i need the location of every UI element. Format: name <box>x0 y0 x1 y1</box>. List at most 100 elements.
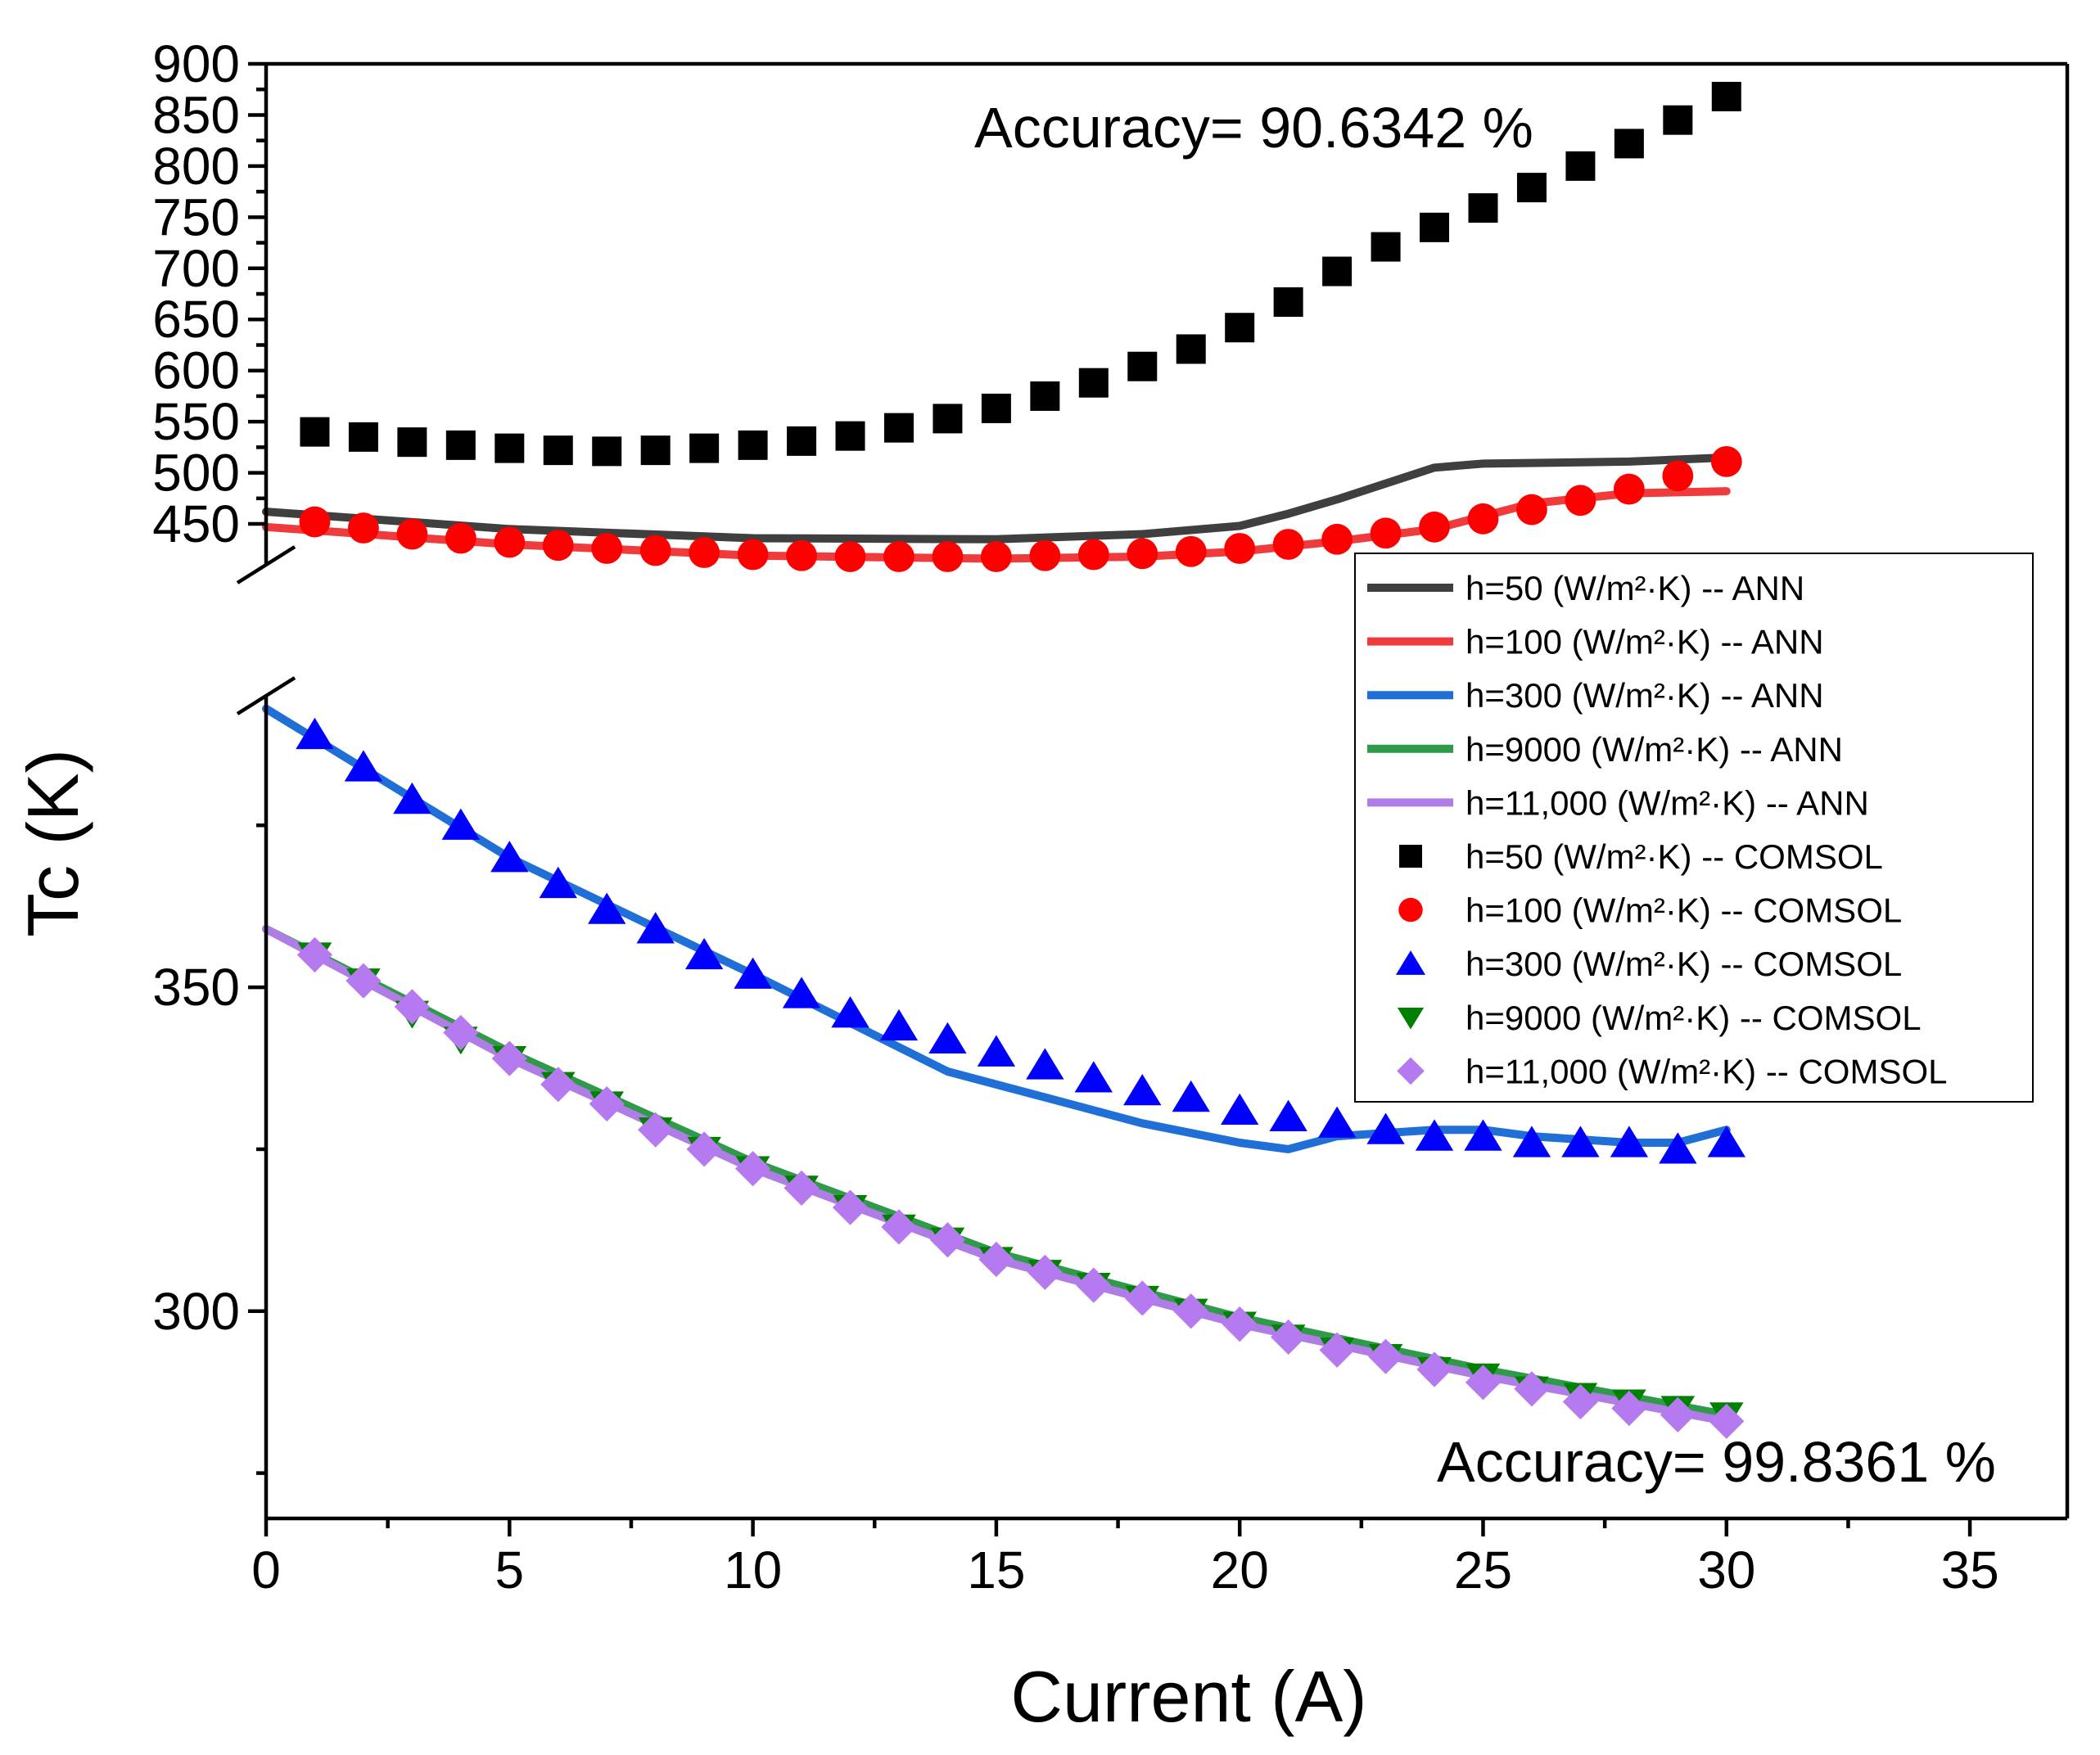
series-5-point <box>543 435 573 466</box>
series-9-point <box>734 1151 771 1187</box>
series-9-point <box>978 1241 1014 1278</box>
series-9-point <box>1611 1390 1647 1427</box>
series-7-point <box>1561 1126 1600 1157</box>
series-5-point <box>495 433 525 463</box>
series-7-point <box>1172 1080 1210 1112</box>
series-9-point <box>1173 1293 1209 1329</box>
series-7-point <box>1659 1132 1697 1164</box>
series-6-point <box>1029 539 1061 571</box>
series-6-point <box>1710 445 1742 477</box>
series-9-point <box>1660 1396 1696 1432</box>
series-5-point <box>1273 287 1303 318</box>
upper-y-tick-label: 700 <box>152 239 240 298</box>
legend-entry-label: h=11,000 (W/m²·K) -- ANN <box>1465 783 1869 822</box>
series-5-point <box>1225 313 1255 343</box>
series-6-point <box>1467 503 1499 535</box>
series-5-point <box>689 433 720 463</box>
series-6-point <box>1077 539 1109 571</box>
legend-entry-label: h=50 (W/m²·K) -- COMSOL <box>1465 837 1883 876</box>
legend-entry-label: h=100 (W/m²·K) -- ANN <box>1465 623 1824 661</box>
x-tick-label: 20 <box>1211 1541 1269 1599</box>
series-9-point <box>1562 1383 1599 1420</box>
series-6-point <box>299 506 331 538</box>
series-5-point <box>738 430 768 460</box>
series-7-point <box>1074 1061 1113 1093</box>
series-9-point <box>929 1222 966 1258</box>
series-7-point <box>831 996 869 1028</box>
series-5-point <box>445 430 476 460</box>
series-9-point <box>491 1040 527 1076</box>
series-9-point <box>1222 1306 1258 1342</box>
series-6-point <box>348 512 379 544</box>
axis-break-mark-upper <box>236 545 296 584</box>
series-9-point <box>589 1085 625 1122</box>
series-5-point <box>640 435 671 466</box>
series-9-point <box>832 1189 869 1225</box>
lower-accuracy-annotation: Accuracy= 99.8361 % <box>1437 1430 1996 1494</box>
series-5-point <box>981 393 1011 423</box>
upper-y-tick-label: 900 <box>152 34 240 93</box>
x-tick-label: 30 <box>1697 1541 1755 1599</box>
legend-entry-label: h=300 (W/m²·K) -- COMSOL <box>1465 945 1902 983</box>
series-5-point <box>1078 368 1109 398</box>
upper-y-tick-label: 650 <box>152 290 240 349</box>
series-5-point <box>1516 173 1547 203</box>
y-axis-label: Tc (K) <box>12 749 93 937</box>
series-7-point <box>734 957 772 989</box>
series-9-point <box>1367 1338 1404 1374</box>
series-6-point <box>1321 523 1353 555</box>
series-7-point <box>1464 1119 1502 1151</box>
series-9-point <box>296 936 333 973</box>
series-5-point <box>1614 129 1644 159</box>
upper-y-tick-label: 750 <box>152 187 240 246</box>
lower-y-tick-label: 300 <box>152 1282 240 1341</box>
series-9-point <box>1319 1332 1355 1368</box>
series-9-point <box>1709 1403 1745 1439</box>
series-9-point <box>443 1014 479 1051</box>
series-6-point <box>689 537 720 568</box>
series-5-point <box>883 413 914 443</box>
series-6-point <box>1175 535 1207 567</box>
series-5-point <box>1030 381 1060 411</box>
series-9-point <box>1027 1254 1063 1290</box>
x-axis-label: Current (A) <box>1010 1656 1366 1737</box>
series-9-point <box>1271 1319 1307 1356</box>
legend: h=50 (W/m²·K) -- ANN h=100 (W/m²·K) -- AN… <box>1354 553 2034 1103</box>
legend-entry-label: h=300 (W/m²·K) -- ANN <box>1465 676 1824 715</box>
legend-entry-label: h=100 (W/m²·K) -- COMSOL <box>1465 891 1902 930</box>
series-5-point <box>1663 105 1693 135</box>
series-9-point <box>1124 1280 1160 1316</box>
series-7-point <box>344 750 383 782</box>
series-5-point <box>1468 193 1498 223</box>
upper-y-tick-label: 600 <box>152 341 240 400</box>
series-5-point <box>592 436 622 467</box>
series-6-point <box>396 518 428 550</box>
upper-y-tick-label: 550 <box>152 392 240 451</box>
series-9-point <box>345 963 382 999</box>
series-9-point <box>686 1131 722 1167</box>
series-5-point <box>1322 256 1353 286</box>
series-5-point <box>1565 151 1596 181</box>
series-7-point <box>684 937 724 970</box>
series-6-point <box>1272 529 1304 560</box>
series-7-point <box>1221 1093 1259 1126</box>
series-7-point <box>977 1035 1016 1067</box>
series-line-0 <box>262 453 1731 544</box>
series-9-point <box>540 1067 576 1103</box>
series-6-point <box>1224 533 1256 564</box>
series-6-point <box>639 535 671 566</box>
series-6-point <box>1565 485 1596 517</box>
series-6-point <box>932 541 964 572</box>
series-6-point <box>737 539 769 571</box>
series-5-point <box>787 426 817 456</box>
series-7-point <box>879 1008 919 1041</box>
x-tick-label: 0 <box>251 1541 281 1599</box>
series-7-point <box>1123 1074 1162 1106</box>
upper-y-tick-label: 850 <box>152 85 240 144</box>
series-6-point <box>591 533 623 564</box>
series-5-point <box>1127 351 1158 381</box>
x-tick-label: 15 <box>967 1541 1025 1599</box>
series-9-point <box>881 1209 917 1245</box>
series-6-point <box>980 541 1012 572</box>
